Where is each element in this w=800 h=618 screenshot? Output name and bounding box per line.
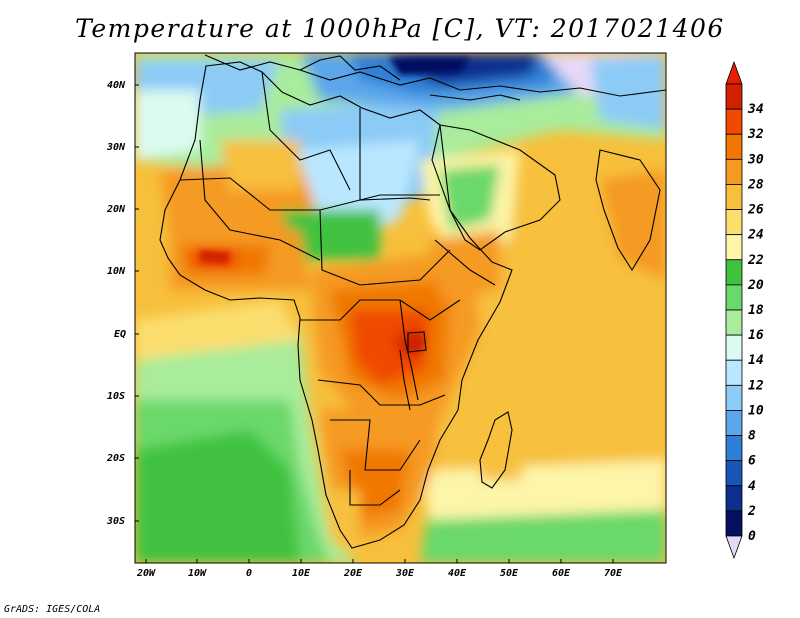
colorbar-band <box>725 334 743 361</box>
colorbar-band <box>725 133 743 160</box>
colorbar-label: 6 <box>748 454 756 469</box>
map-frame <box>134 52 667 564</box>
footer-credit: GrADS: IGES/COLA <box>4 604 101 615</box>
colorbar-label: 32 <box>747 127 764 142</box>
colorbar-band <box>725 460 743 487</box>
longitude-labels: 20W 10W 0 10E 20E 30E 40E 50E 60E 70E <box>136 568 623 579</box>
colorbar-label: 16 <box>748 328 764 343</box>
lat-tick-label: 30N <box>106 142 126 153</box>
lon-tick-label: 10E <box>292 568 311 579</box>
colorbar-label: 8 <box>748 429 756 444</box>
colorbar-band <box>725 184 743 210</box>
colorbar-label: 0 <box>748 529 756 544</box>
colorbar-label: 22 <box>747 253 764 268</box>
colorbar-band <box>725 284 743 311</box>
colorbar-band <box>725 485 743 512</box>
colorbar-label: 14 <box>748 353 764 368</box>
colorbar-label: 4 <box>748 479 756 494</box>
colorbar-label: 24 <box>747 228 764 243</box>
colorbar-top-arrow <box>725 60 743 85</box>
colorbar-label: 34 <box>747 102 764 117</box>
colorbar-label: 28 <box>747 177 764 192</box>
colorbar-label: 20 <box>747 278 764 293</box>
colorbar-label: 26 <box>747 203 764 218</box>
coastlines <box>159 54 666 549</box>
colorbar-label: 10 <box>748 403 764 418</box>
colorbar-label: 2 <box>747 504 756 519</box>
lat-tick-label: 40N <box>107 80 126 91</box>
lon-tick-label: 10W <box>188 568 207 579</box>
colorbar-label: 12 <box>748 378 764 393</box>
lon-tick-label: 40E <box>448 568 467 579</box>
lat-tick-label: EQ <box>114 329 126 340</box>
lon-tick-label: 50E <box>500 568 519 579</box>
lon-tick-label: 30E <box>395 568 415 579</box>
colorbar-band <box>725 435 743 462</box>
lon-tick-label: 60E <box>552 568 571 579</box>
colorbar-band <box>725 410 743 436</box>
lat-tick-label: 10N <box>107 266 126 277</box>
colorbar-band <box>725 234 743 261</box>
lon-tick-label: 0 <box>246 568 252 579</box>
lat-tick-label: 30S <box>106 516 125 527</box>
colorbar-band <box>725 83 743 110</box>
lat-tick-label: 20S <box>106 453 125 464</box>
lon-tick-label: 20E <box>343 568 363 579</box>
colorbar-label: 30 <box>747 152 764 167</box>
colorbar-label: 18 <box>748 303 764 318</box>
colorbar-bottom-arrow <box>725 535 743 560</box>
axis-ticks <box>135 84 614 563</box>
lon-tick-label: 70E <box>604 568 623 579</box>
lat-tick-label: 10S <box>107 391 125 402</box>
lon-tick-label: 20W <box>136 568 156 579</box>
colorbar-band <box>725 384 743 411</box>
map-title: Temperature at 1000hPa [C], VT: 20170214… <box>75 14 725 43</box>
colorbar-band <box>725 108 743 135</box>
colorbar-band <box>725 259 743 286</box>
colorbar-band <box>725 359 743 386</box>
colorbar-band <box>725 158 743 185</box>
colorbar-band <box>725 209 743 236</box>
colorbar-band <box>725 510 743 537</box>
colorbar-band <box>725 309 743 336</box>
latitude-labels: 40N 30N 20N 10N EQ 10S 20S 30S <box>106 80 126 527</box>
lat-tick-label: 20N <box>106 204 126 215</box>
